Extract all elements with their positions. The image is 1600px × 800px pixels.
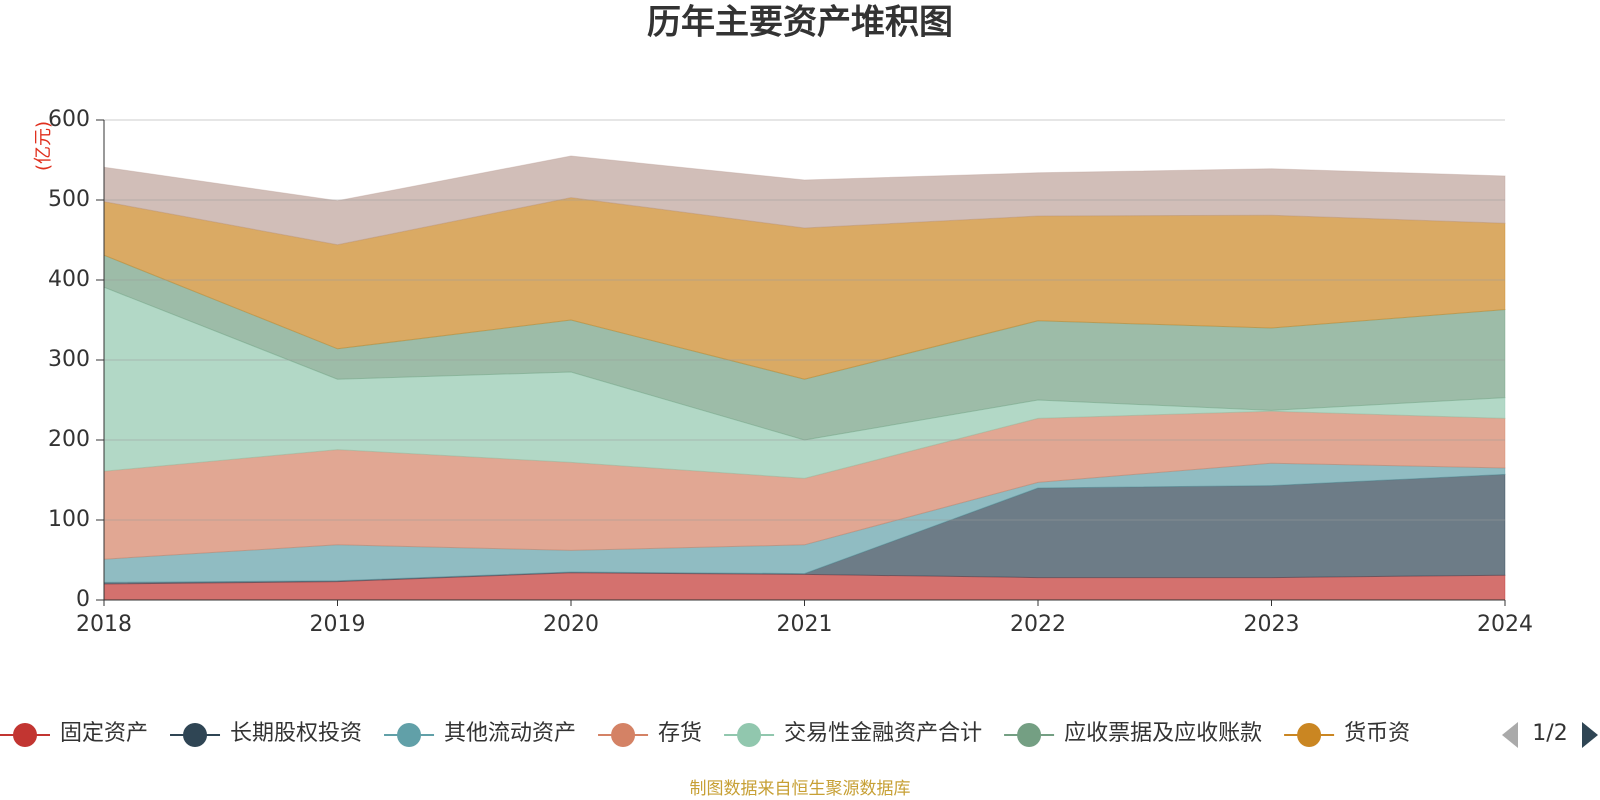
y-tick-label: 600 (48, 107, 90, 132)
legend-item[interactable]: 其他流动资产 (384, 721, 576, 747)
y-tick-label: 300 (48, 347, 90, 372)
legend-next[interactable] (1582, 722, 1598, 748)
legend: 固定资产 长期股权投资 其他流动资产 存货 交易性金融资产合计 应收票据及应收账款 货币资 (0, 721, 1410, 747)
area (103, 473, 1506, 585)
x-tick-label: 2024 (1477, 612, 1533, 637)
legend-icon (1297, 723, 1322, 747)
legend-label: 交易性金融资产合计 (784, 721, 982, 746)
y-tick-label: 0 (76, 587, 90, 612)
y-tick-label: 200 (48, 427, 90, 452)
x-tick-label: 2019 (310, 612, 366, 637)
x-tick-label: 2018 (76, 612, 132, 637)
legend-icon (183, 723, 208, 747)
chart-title: 历年主要资产堆积图 (647, 3, 953, 43)
legend-icon (611, 723, 636, 747)
legend-page: 1/2 (1532, 721, 1567, 746)
legend-icon (397, 723, 422, 747)
legend-item[interactable]: 长期股权投资 (170, 721, 362, 747)
x-tick-label: 2021 (777, 612, 833, 637)
legend-label: 长期股权投资 (230, 721, 362, 746)
y-tick-label: 400 (48, 267, 90, 292)
legend-item[interactable]: 应收票据及应收账款 (1004, 721, 1262, 747)
source-note: 制图数据来自恒生聚源数据库 (690, 779, 911, 799)
legend-item[interactable]: 货币资 (1284, 721, 1410, 747)
legend-prev[interactable] (1502, 722, 1518, 748)
x-tick-label: 2020 (543, 612, 599, 637)
legend-item[interactable]: 固定资产 (0, 721, 148, 747)
y-tick-label: 500 (48, 187, 90, 212)
legend-item[interactable]: 存货 (598, 721, 702, 747)
legend-label: 货币资 (1344, 721, 1410, 746)
y-tick-label: 100 (48, 507, 90, 532)
x-tick-label: 2023 (1244, 612, 1300, 637)
plot-area (103, 155, 1506, 601)
legend-icon (737, 723, 762, 747)
legend-label: 应收票据及应收账款 (1064, 721, 1262, 746)
legend-item[interactable]: 交易性金融资产合计 (724, 721, 982, 747)
y-axis-label: (亿元) (33, 121, 54, 171)
legend-label: 存货 (658, 721, 702, 746)
area (103, 410, 1506, 560)
area (103, 254, 1506, 441)
legend-label: 其他流动资产 (444, 721, 576, 746)
area (103, 197, 1506, 380)
legend-icon (13, 723, 37, 747)
legend-icon (1017, 723, 1042, 747)
x-tick-label: 2022 (1010, 612, 1066, 637)
legend-label: 固定资产 (60, 721, 148, 746)
